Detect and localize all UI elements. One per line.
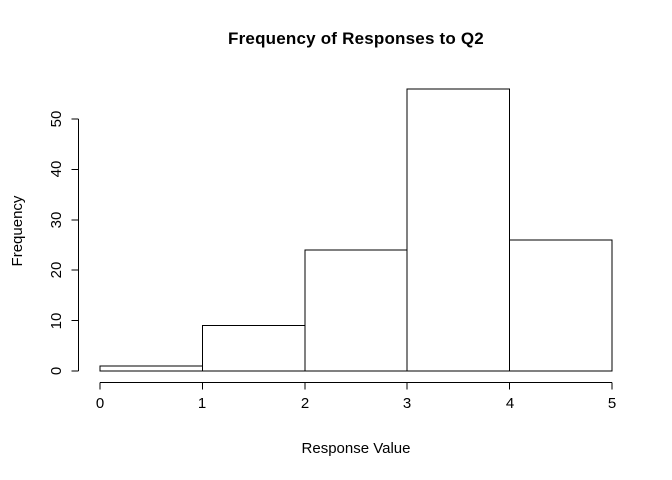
histogram-bar-4-5: [509, 239, 613, 372]
y-tick-label: 30: [48, 211, 65, 229]
y-tick-label: 0: [48, 366, 65, 376]
y-axis-title: Frequency: [9, 195, 26, 267]
x-tick-label: 5: [607, 395, 617, 412]
histogram-bar-2-3: [304, 249, 408, 372]
chart-title: Frequency of Responses to Q2: [228, 29, 484, 48]
y-tick-label: 10: [48, 312, 65, 330]
y-tick-label: 20: [48, 261, 65, 279]
x-tick-label: 3: [402, 395, 412, 412]
x-axis-title: Response Value: [301, 440, 411, 457]
y-tick-label: 50: [48, 110, 65, 128]
x-tick-label: 1: [197, 395, 207, 412]
x-tick-label: 4: [505, 395, 515, 412]
y-tick-label: 40: [48, 160, 65, 178]
x-tick-label: 0: [95, 395, 105, 412]
histogram-bar-1-2: [201, 325, 306, 372]
histogram-bar-3-4: [406, 88, 511, 372]
histogram-bar-0-1: [99, 365, 203, 372]
x-tick-label: 2: [300, 395, 310, 412]
